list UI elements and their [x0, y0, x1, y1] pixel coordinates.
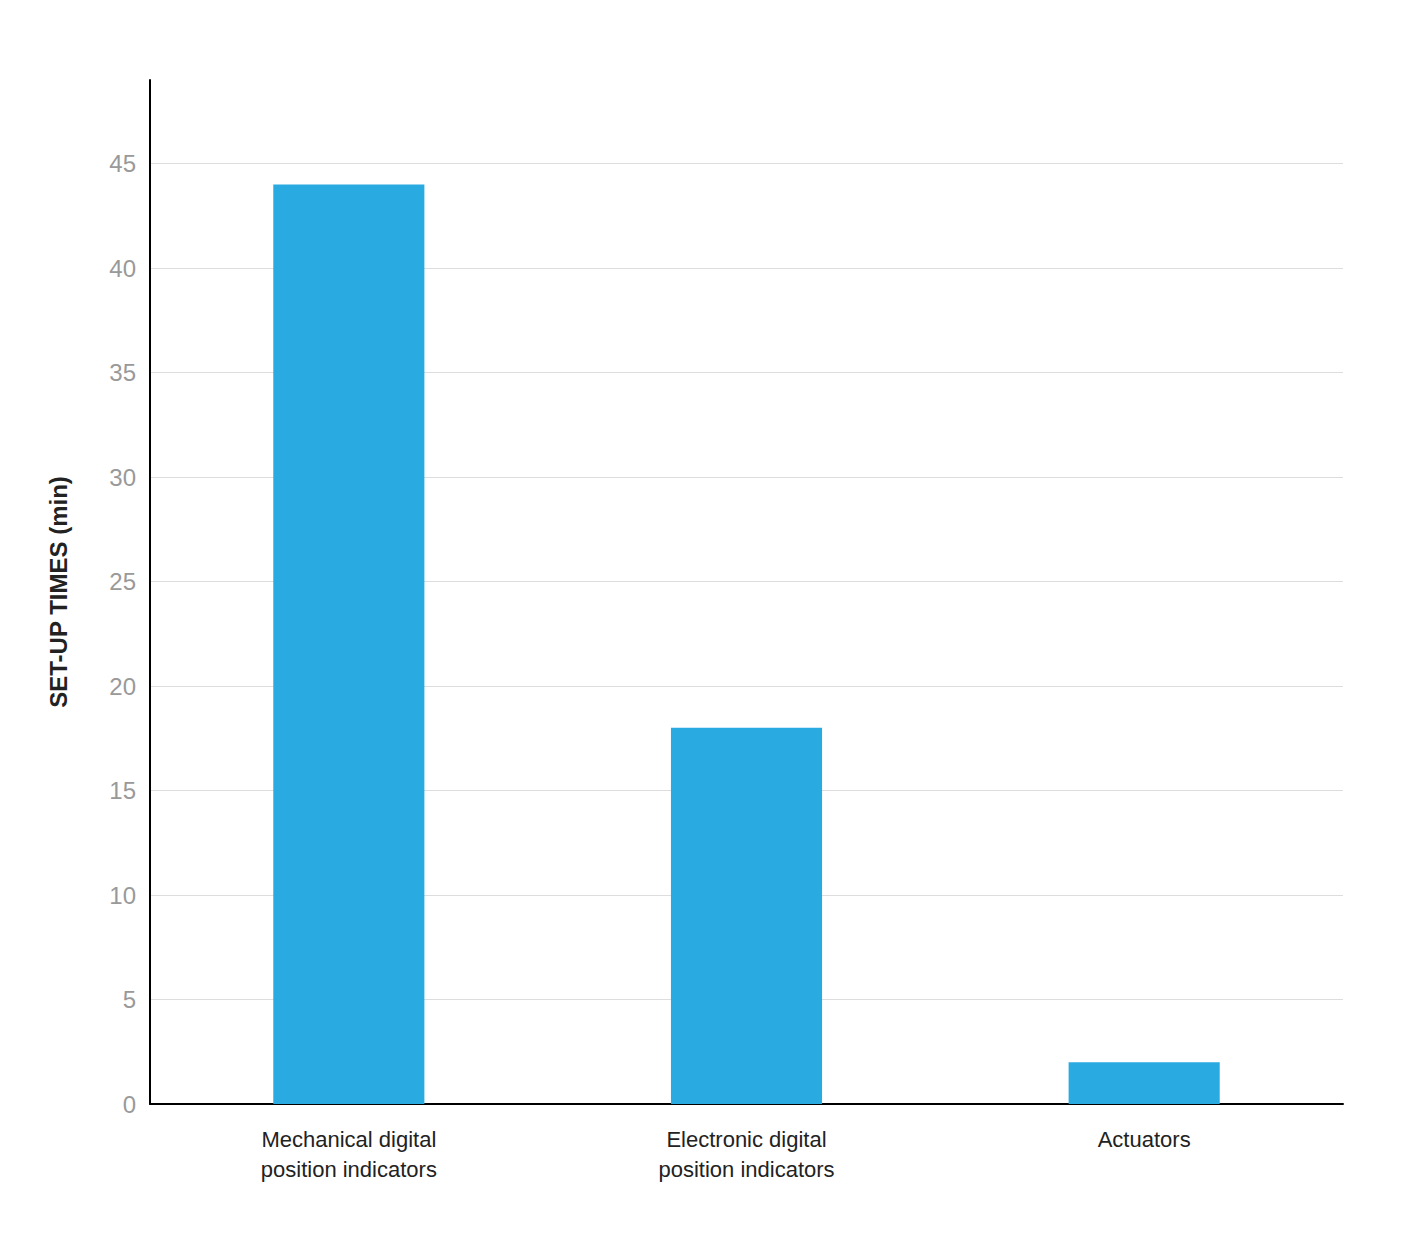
svg-text:Mechanical digital: Mechanical digital [261, 1127, 436, 1152]
svg-text:40: 40 [109, 255, 136, 282]
svg-text:5: 5 [123, 986, 136, 1013]
svg-text:position indicators: position indicators [658, 1157, 834, 1182]
svg-text:Actuators: Actuators [1098, 1127, 1191, 1152]
svg-text:position indicators: position indicators [261, 1157, 437, 1182]
svg-text:30: 30 [109, 464, 136, 491]
svg-text:10: 10 [109, 882, 136, 909]
svg-text:15: 15 [109, 777, 136, 804]
svg-text:20: 20 [109, 673, 136, 700]
svg-text:0: 0 [123, 1091, 136, 1118]
svg-text:25: 25 [109, 568, 136, 595]
svg-text:45: 45 [109, 150, 136, 177]
svg-text:35: 35 [109, 359, 136, 386]
svg-text:Electronic digital: Electronic digital [666, 1127, 826, 1152]
svg-text:SET-UP TIMES (min): SET-UP TIMES (min) [45, 476, 72, 708]
